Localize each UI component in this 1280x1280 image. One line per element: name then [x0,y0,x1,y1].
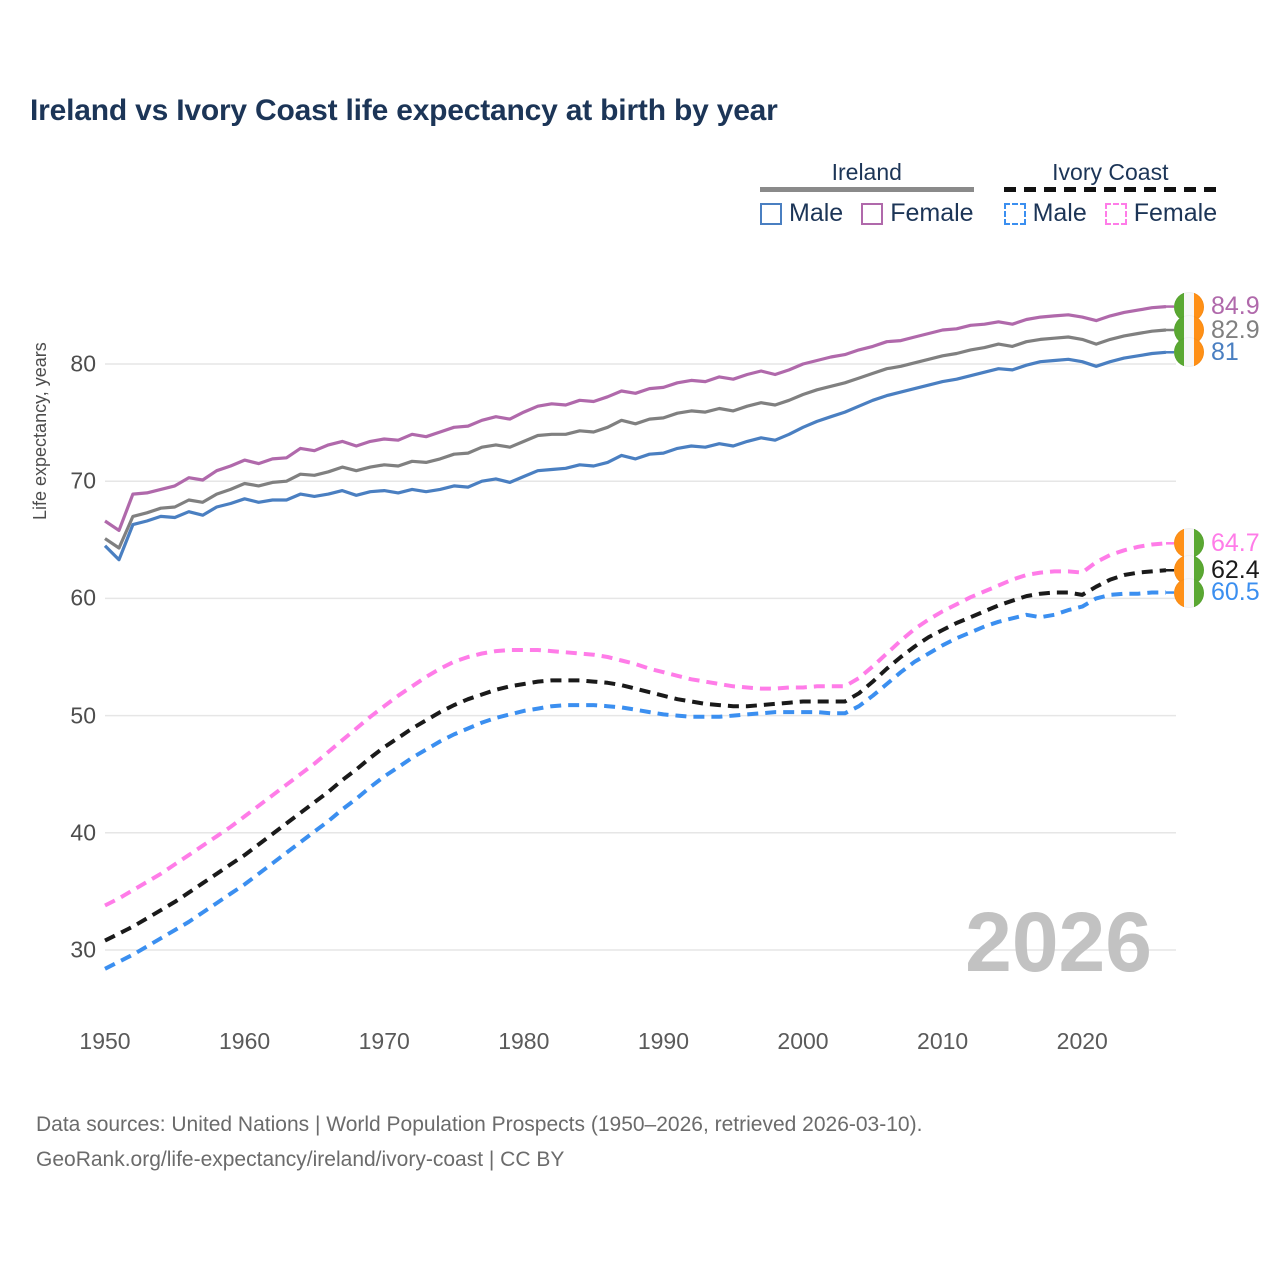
x-axis-tick-label: 1970 [358,1028,410,1054]
legend-item-label: Female [890,199,974,228]
x-axis-tick-label: 2000 [777,1028,829,1054]
legend-swatch-icon [1104,202,1127,225]
end-label-value: 64.7 [1211,528,1260,557]
page-title: Ireland vs Ivory Coast life expectancy a… [30,94,778,127]
x-axis-tick-label: 1960 [219,1028,271,1054]
y-axis-tick-label: 40 [70,819,96,846]
ivory-coast-flag-icon [1174,528,1204,559]
end-label-value: 60.5 [1211,578,1260,607]
legend-item-label: Female [1133,199,1218,228]
end-label-value: 84.9 [1211,292,1260,321]
end-label-ireland-male: 81 [1174,337,1239,368]
ireland-flag-icon [1174,337,1204,368]
x-axis-tick-label: 2010 [917,1028,969,1054]
y-axis-tick-label: 80 [70,350,96,377]
end-label-ireland-female: 84.9 [1174,291,1260,322]
end-label-value: 62.4 [1211,555,1260,584]
legend-swatch-icon [760,202,782,225]
y-axis-tick-label: 60 [70,584,96,611]
x-axis-tick-label: 1990 [637,1028,689,1054]
legend-item-ireland-male[interactable]: Male [760,199,843,228]
x-axis-tick-label: 1980 [498,1028,550,1054]
legend-item-label: Male [1032,199,1087,228]
footer-line-2: GeoRank.org/life-expectancy/ireland/ivor… [36,1147,565,1171]
chart-legend: Ireland Male Female Ivory Coast Male [760,159,1218,228]
end-label-value: 81 [1211,337,1239,366]
legend-group-title: Ivory Coast [1052,159,1169,185]
legend-group-ireland: Ireland Male Female [760,160,974,228]
year-watermark: 2026 [965,895,1152,989]
footer: Data sources: United Nations | World Pop… [36,1108,922,1177]
x-axis-tick-label: 2020 [1056,1028,1108,1054]
x-axis-tick-label: 1950 [79,1028,131,1054]
y-axis-tick-label: 50 [70,702,96,729]
y-axis-tick-label: 70 [70,467,96,494]
legend-item-ivorycoast-male[interactable]: Male [1003,199,1087,228]
legend-item-ivorycoast-female[interactable]: Female [1104,199,1218,228]
legend-swatch-icon [861,202,884,225]
legend-rule-solid [760,187,974,193]
end-label-ivorycoast-female: 64.7 [1174,528,1260,559]
ivory-coast-flag-icon [1174,577,1204,608]
end-label-ivorycoast-male: 60.5 [1174,577,1260,608]
legend-item-ireland-female[interactable]: Female [861,199,974,228]
y-axis-tick-label: 30 [70,936,96,963]
legend-group-ivory-coast: Ivory Coast Male Female [1003,159,1218,228]
end-label-value: 82.9 [1211,315,1260,344]
legend-swatch-icon [1003,202,1026,225]
end-label-ivorycoast-both: 62.4 [1174,555,1260,586]
legend-group-title: Ireland [831,159,902,185]
legend-item-label: Male [789,199,844,228]
footer-line-1: Data sources: United Nations | World Pop… [36,1113,923,1136]
legend-rule-dashed [1003,187,1218,193]
